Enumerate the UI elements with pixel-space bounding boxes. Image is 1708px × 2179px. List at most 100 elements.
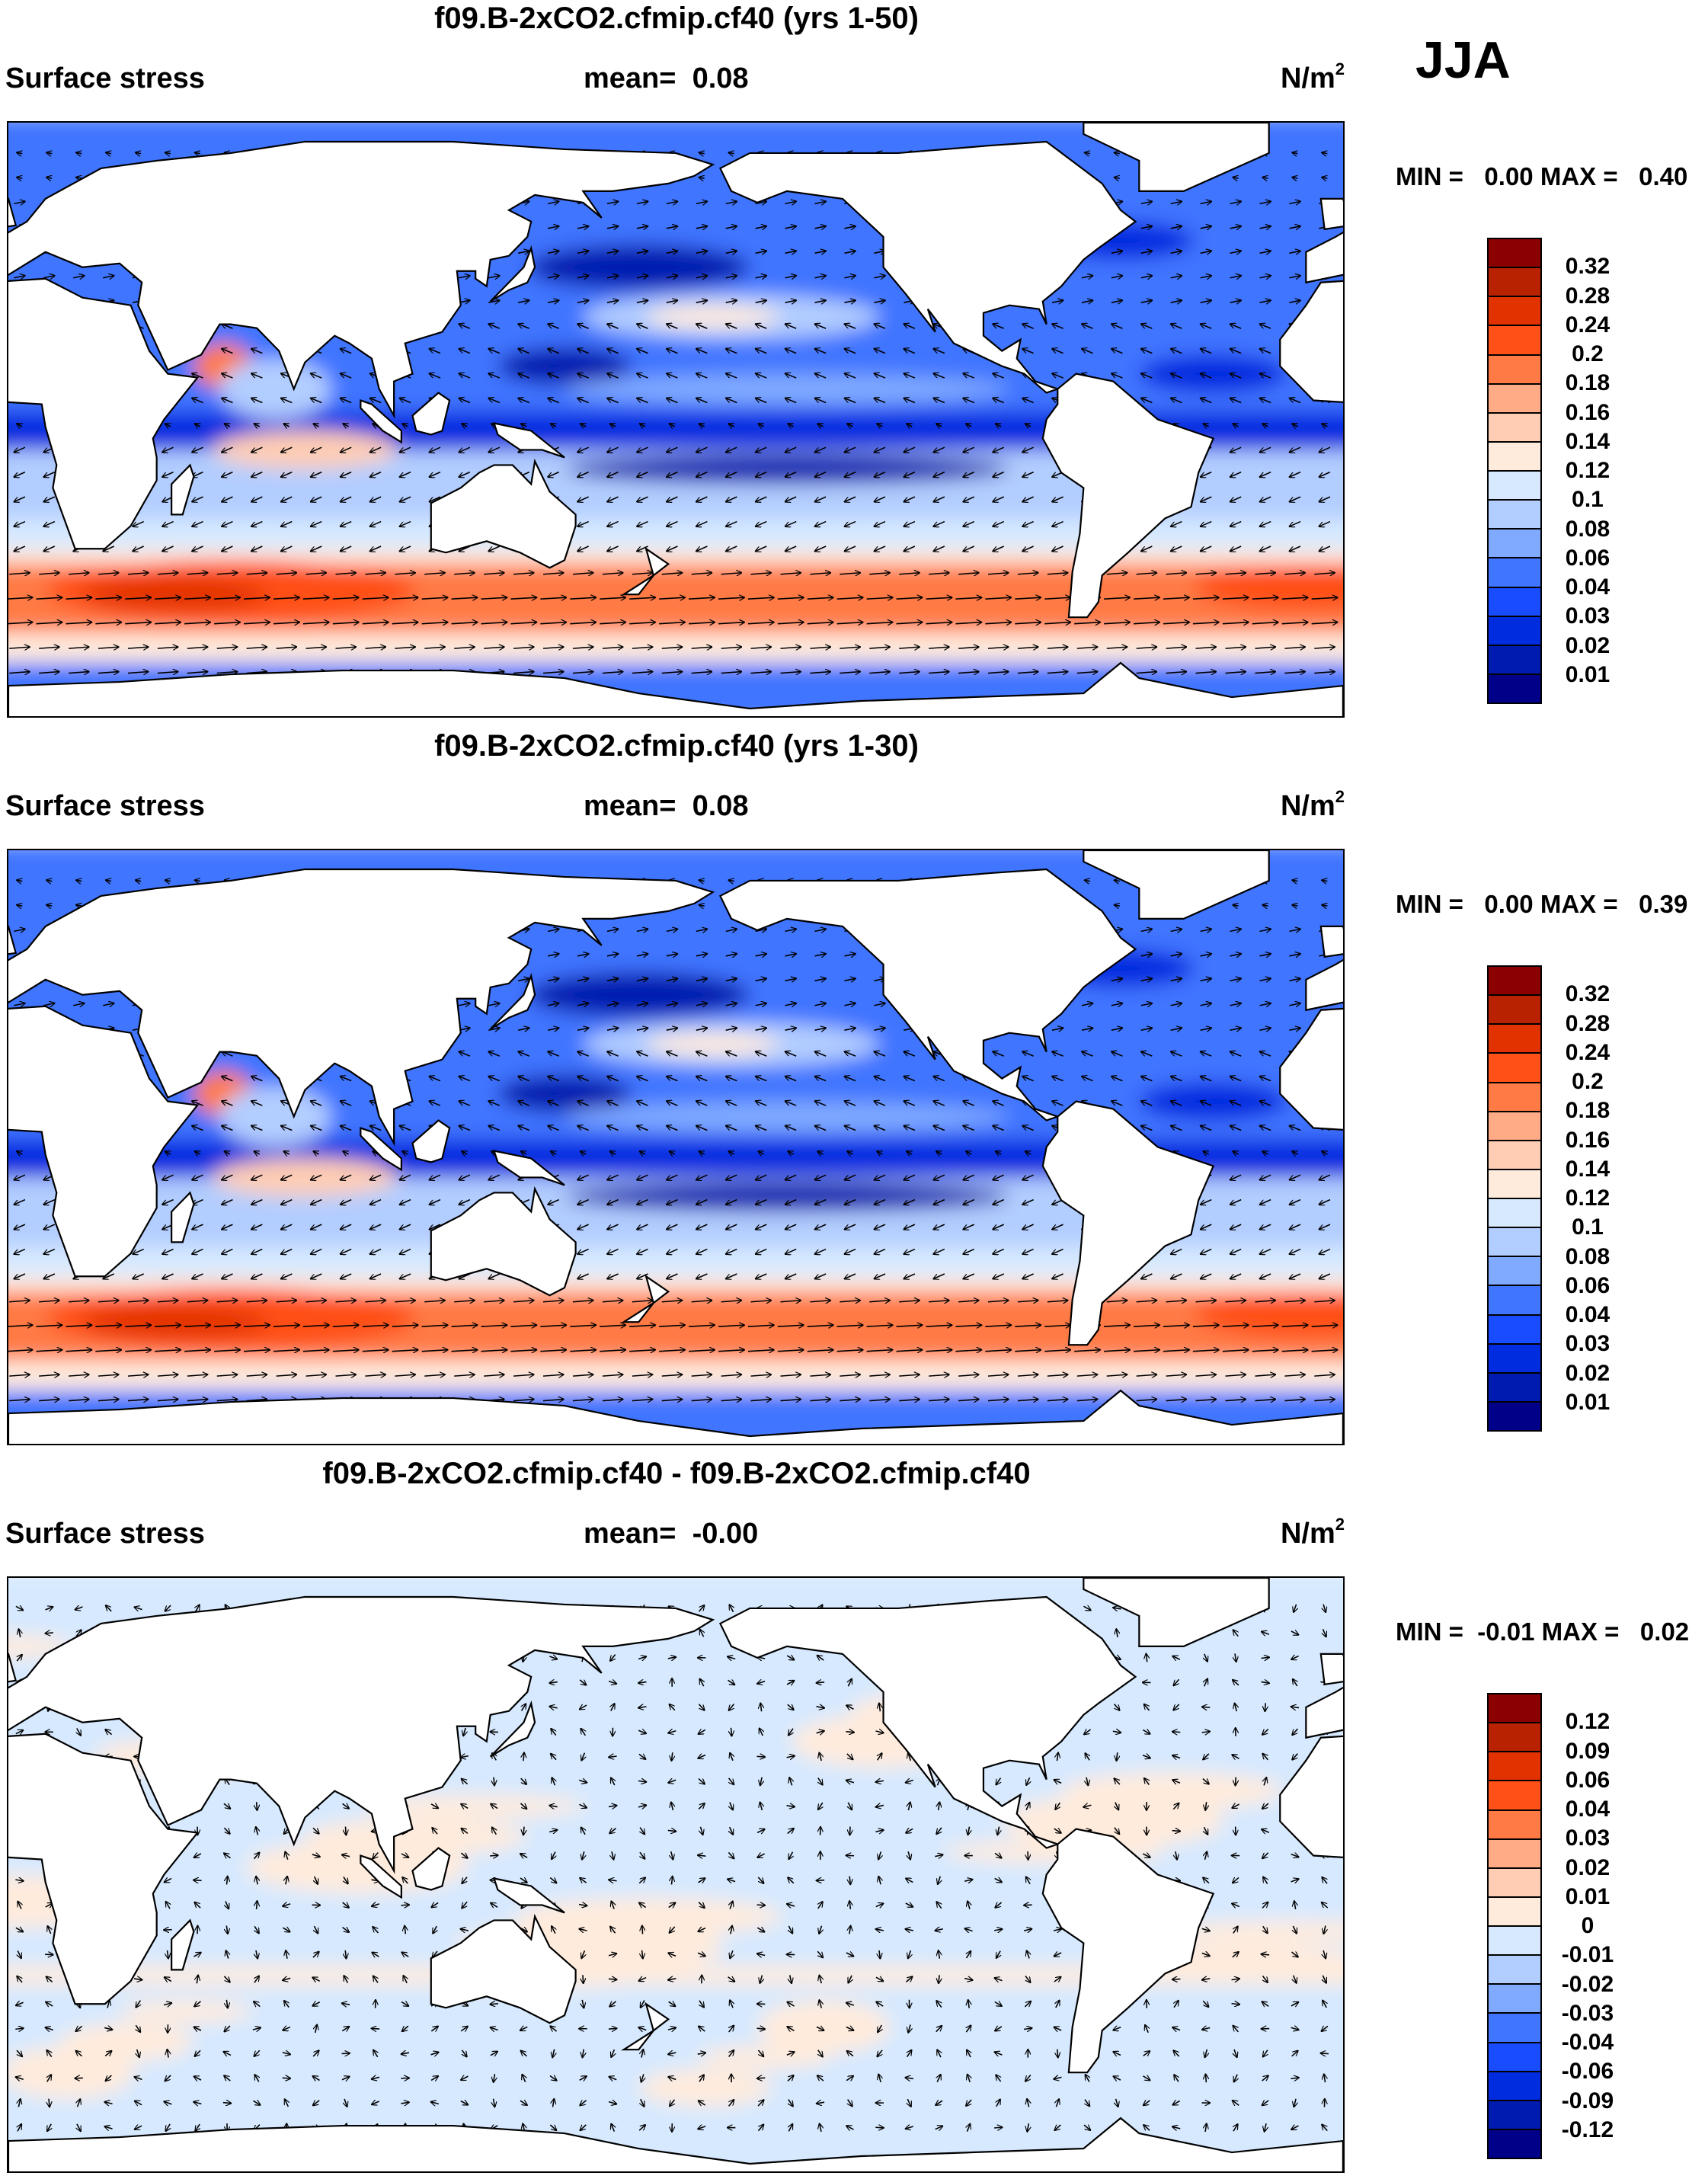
wind-stress-map (7, 849, 1345, 1445)
colorbar-tick-label: 0.1 (1542, 487, 1633, 513)
wind-vector (345, 1827, 346, 1835)
colorbar-tick-label: 0.06 (1542, 1273, 1633, 1299)
colorbar-box (1489, 967, 1540, 996)
wind-vector (49, 2099, 50, 2107)
colorbar-tick-label: 0.06 (1542, 546, 1633, 571)
contour-region (1061, 1772, 1284, 1810)
wind-vector (1206, 2074, 1207, 2082)
wind-vector (1172, 1732, 1181, 1733)
colorbar-tick-label: 0 (1542, 1913, 1633, 1939)
contour-region (565, 453, 1009, 484)
wind-vector (371, 2028, 379, 2029)
mean-value: 0.08 (692, 790, 749, 822)
colorbar-box (1489, 1869, 1540, 1898)
contour-region (219, 359, 331, 420)
colorbar-tick-label: -0.01 (1542, 1942, 1633, 1968)
colorbar-box (1489, 1694, 1540, 1723)
colorbar-box (1489, 1811, 1540, 1840)
landmass-uk (1321, 926, 1343, 957)
contour-region (213, 1158, 398, 1196)
contour-region (757, 2000, 891, 2053)
colorbar-tick-label: 0.12 (1542, 1185, 1633, 1211)
colorbar-box (1489, 1840, 1540, 1869)
units-label: N/m2 (1281, 790, 1345, 823)
colorbar-tick-label: 0.03 (1542, 603, 1633, 629)
colorbar-box (1489, 1781, 1540, 1810)
units-exponent: 2 (1335, 1515, 1345, 1534)
colorbar-box (1489, 326, 1540, 355)
min-max-readout: MIN = -0.01 MAX = 0.02 (1396, 1617, 1689, 1646)
colorbar-tick-label: 0.12 (1542, 458, 1633, 484)
wind-vector (583, 1975, 584, 1983)
units-exponent: 2 (1335, 787, 1345, 806)
colorbar-tick-label: 0.01 (1542, 1390, 1633, 1416)
colorbar-box (1489, 646, 1540, 675)
wind-vector (523, 1752, 524, 1761)
map-canvas (8, 1578, 1343, 2171)
map-canvas (8, 123, 1343, 716)
colorbar-tick-label: 0.09 (1542, 1739, 1633, 1765)
colorbar-box (1489, 1898, 1540, 1927)
colorbar-box (1489, 1956, 1540, 1985)
contour-region (646, 306, 779, 328)
colorbar-box (1489, 1083, 1540, 1112)
colorbar-tick-label: 0.04 (1542, 1797, 1633, 1822)
colorbar-box (1489, 472, 1540, 501)
colorbar-box (1489, 1170, 1540, 1199)
wind-vector (816, 1880, 824, 1881)
variable-label: Surface stress (5, 62, 205, 95)
contour-region (646, 1033, 779, 1056)
colorbar-box (1489, 1316, 1540, 1345)
wind-vector (1261, 1954, 1269, 1955)
colorbar-box (1489, 1286, 1540, 1315)
landmass-uk (1321, 1654, 1343, 1685)
wind-vector (223, 2103, 232, 2104)
wind-vector (642, 1925, 643, 1934)
contour-region (305, 1818, 527, 1856)
contour-region (497, 347, 631, 386)
colorbar-box (1489, 1228, 1540, 1257)
colorbar-box (1489, 1025, 1540, 1054)
contour-region (219, 1086, 331, 1147)
landmass-uk (1321, 199, 1343, 229)
colorbar-box (1489, 1927, 1540, 1956)
colorbar-tick-label: 0.18 (1542, 1098, 1633, 1124)
colorbar-box (1489, 2130, 1540, 2158)
colorbar-tick-label: 0.28 (1542, 283, 1633, 309)
colorbar (1487, 238, 1542, 704)
colorbar-box (1489, 414, 1540, 443)
colorbar-tick-label: -0.02 (1542, 1972, 1633, 1998)
colorbar-box (1489, 2043, 1540, 2072)
contour-region (1139, 1083, 1287, 1121)
colorbar-box (1489, 1723, 1540, 1752)
wind-vector (1232, 2004, 1240, 2005)
colorbar-tick-label: 0.14 (1542, 1157, 1633, 1182)
wind-vector (849, 1827, 850, 1835)
colorbar-tick-label: 0.06 (1542, 1768, 1633, 1793)
colorbar-tick-label: 0.02 (1542, 1855, 1633, 1881)
colorbar-box (1489, 558, 1540, 587)
colorbar-tick-label: 0.03 (1542, 1331, 1633, 1357)
colorbar-tick-label: -0.03 (1542, 2001, 1633, 2027)
mean-readout: mean= 0.08 (584, 790, 749, 823)
units-base: N/m (1281, 1518, 1335, 1550)
units-exponent: 2 (1335, 59, 1345, 78)
wind-vector (490, 1855, 498, 1856)
wind-vector (875, 2127, 884, 2128)
colorbar-tick-label: -0.09 (1542, 2088, 1633, 2114)
variable-label: Surface stress (5, 790, 205, 823)
units-label: N/m2 (1281, 62, 1345, 95)
colorbar-box (1489, 2014, 1540, 2043)
wind-vector (816, 1682, 824, 1683)
wind-vector (490, 2004, 498, 2005)
colorbar-box (1489, 675, 1540, 702)
mean-readout: mean= 0.08 (584, 62, 749, 95)
colorbar (1487, 1693, 1542, 2159)
contour-region (565, 374, 1009, 405)
plot-panel-2: f09.B-2xCO2.cfmip.cf40 (yrs 1-30) Surfac… (0, 728, 1708, 1451)
wind-vector (1320, 2053, 1329, 2054)
colorbar-tick-label: 0.04 (1542, 1302, 1633, 1328)
colorbar-box (1489, 588, 1540, 617)
